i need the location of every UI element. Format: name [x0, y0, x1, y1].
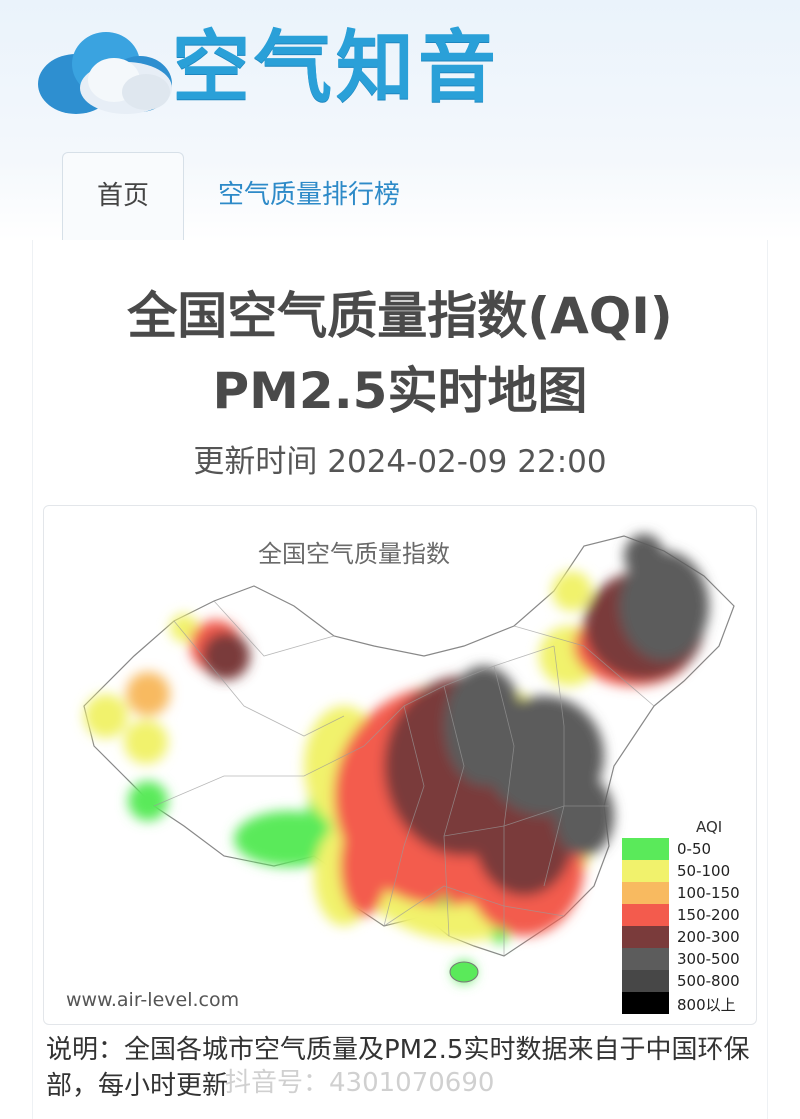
legend-label: 50-100	[677, 862, 731, 880]
page-title-line1: 全国空气质量指数(AQI)	[127, 287, 673, 345]
legend-item: 0-50	[619, 838, 749, 860]
site-logo-text[interactable]: 空气知音	[172, 23, 501, 113]
hainan-island	[449, 961, 479, 983]
legend-item: 200-300	[619, 926, 749, 948]
legend-swatch	[622, 926, 669, 948]
legend-swatch	[622, 838, 669, 860]
legend-swatch	[622, 992, 669, 1014]
legend-swatch	[622, 860, 669, 882]
update-time-row: 更新时间 2024-02-09 22:00	[0, 440, 800, 484]
legend-item: 100-150	[619, 882, 749, 904]
aqi-map[interactable]: 全国空气质量指数 AQI 0-50 50-100 100-150 150-200…	[43, 505, 757, 1025]
legend-swatch	[622, 904, 669, 926]
legend-swatch	[622, 948, 669, 970]
tab-air-quality-ranking[interactable]: 空气质量排行榜	[218, 180, 401, 210]
legend-item: 150-200	[619, 904, 749, 926]
update-time-label: 更新时间	[193, 444, 318, 480]
legend-item: 50-100	[619, 860, 749, 882]
update-time-value: 2024-02-09 22:00	[327, 444, 607, 480]
legend-label: 200-300	[677, 928, 740, 946]
legend-label: 100-150	[677, 884, 740, 902]
legend-label: 800以上	[677, 996, 736, 1014]
site-url[interactable]: www.air-level.com	[66, 989, 240, 1011]
legend-title: AQI	[696, 818, 723, 836]
legend-label: 300-500	[677, 950, 740, 968]
header: 空气知音	[0, 0, 800, 150]
legend-item: 800以上	[619, 992, 749, 1014]
data-source-note: 说明：全国各城市空气质量及PM2.5实时数据来自于中国环保部，每小时更新	[46, 1035, 750, 1101]
legend-item: 300-500	[619, 948, 749, 970]
cloud-logo-icon[interactable]	[30, 22, 180, 122]
legend-swatch	[622, 882, 669, 904]
china-aqi-heatmap	[83, 534, 735, 983]
legend-label: 0-50	[677, 840, 712, 858]
legend-label: 500-800	[677, 972, 740, 990]
map-title: 全国空气质量指数	[258, 540, 450, 568]
tab-home[interactable]: 首页	[62, 152, 184, 240]
legend-label: 150-200	[677, 906, 740, 924]
legend-swatch	[622, 970, 669, 992]
legend-item: 500-800	[619, 970, 749, 992]
nav-tabs: 首页 空气质量排行榜	[0, 152, 800, 240]
watermark: 抖音号：4301070690	[225, 1068, 495, 1098]
page-title-line2: PM2.5实时地图	[212, 362, 588, 420]
